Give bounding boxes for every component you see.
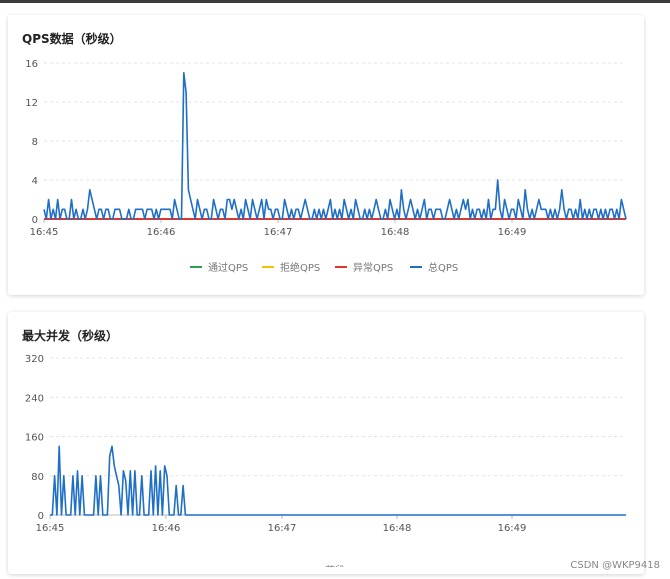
x-tick-label: 16:45 xyxy=(30,227,59,238)
csdn-watermark: CSDN @WKP9418 xyxy=(570,560,660,571)
x-tick-label: 16:45 xyxy=(36,523,65,534)
legend-label: 异常QPS xyxy=(353,261,393,274)
legend-label: 通过QPS xyxy=(208,261,248,274)
x-tick-label: 16:46 xyxy=(152,523,181,534)
y-tick-label: 320 xyxy=(25,354,44,365)
x-tick-label: 16:48 xyxy=(381,227,410,238)
series-line-concurrency xyxy=(50,445,626,516)
x-tick-label: 16:47 xyxy=(264,227,293,238)
y-tick-label: 240 xyxy=(25,393,44,404)
y-tick-label: 160 xyxy=(25,433,44,444)
y-tick-label: 4 xyxy=(32,176,38,187)
x-tick-label: 16:46 xyxy=(147,227,176,238)
x-tick-label: 16:48 xyxy=(383,523,412,534)
y-tick-label: 0 xyxy=(38,511,44,522)
legend-label: 拒绝QPS xyxy=(280,261,320,274)
x-tick-label: 16:49 xyxy=(498,227,527,238)
y-tick-label: 8 xyxy=(32,137,38,148)
y-tick-label: 0 xyxy=(32,215,38,226)
qps-chart-card: QPS数据（秒级） xyxy=(8,15,644,295)
window-top-bar xyxy=(0,0,670,3)
y-tick-label: 16 xyxy=(25,59,38,70)
legend-label: 总QPS xyxy=(428,261,458,274)
concurrency-chart-title: 最大并发（秒级） xyxy=(22,329,119,343)
concurrency-chart-card: 最大并发（秒级） xyxy=(8,312,644,574)
clipped-axis-label: 节段 xyxy=(325,562,345,567)
qps-chart-title: QPS数据（秒级） xyxy=(22,32,122,46)
y-tick-label: 12 xyxy=(25,98,38,109)
x-tick-label: 16:49 xyxy=(498,523,527,534)
series-line-总QPS xyxy=(43,72,627,220)
y-tick-label: 80 xyxy=(31,472,44,483)
x-tick-label: 16:47 xyxy=(268,523,297,534)
